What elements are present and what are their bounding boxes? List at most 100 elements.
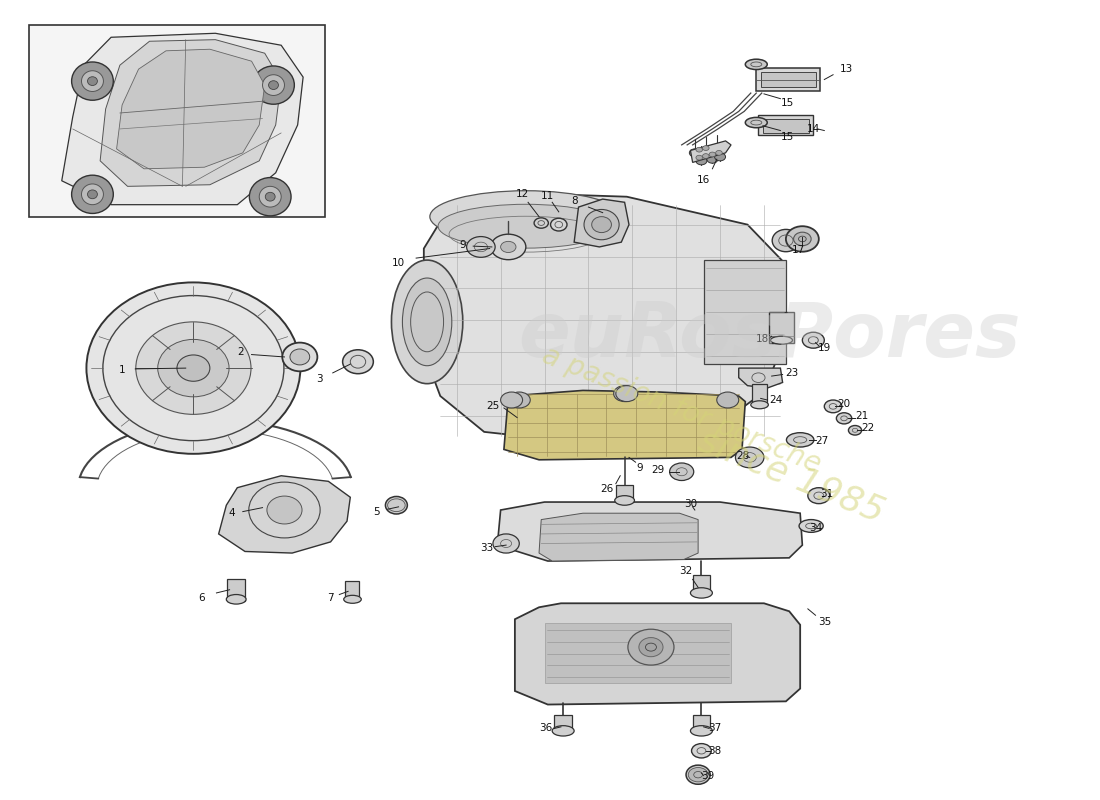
Ellipse shape: [692, 744, 712, 758]
Ellipse shape: [392, 260, 463, 384]
Circle shape: [696, 157, 707, 165]
Polygon shape: [219, 476, 350, 553]
Bar: [616, 485, 634, 502]
Ellipse shape: [81, 70, 103, 91]
Bar: [761, 71, 815, 87]
Ellipse shape: [430, 190, 622, 242]
Ellipse shape: [88, 190, 98, 198]
Bar: [228, 578, 245, 601]
Ellipse shape: [786, 433, 814, 447]
Text: 28: 28: [737, 451, 750, 461]
Circle shape: [690, 149, 701, 157]
Ellipse shape: [72, 62, 113, 100]
Bar: [763, 118, 808, 133]
Ellipse shape: [772, 230, 800, 252]
Ellipse shape: [87, 282, 300, 454]
Circle shape: [491, 234, 526, 260]
Text: 11: 11: [541, 191, 554, 201]
Text: 35: 35: [817, 617, 830, 626]
Ellipse shape: [250, 178, 292, 216]
Ellipse shape: [403, 278, 452, 366]
Ellipse shape: [836, 413, 851, 424]
Text: 15: 15: [780, 98, 793, 109]
Text: 23: 23: [784, 368, 798, 378]
Circle shape: [696, 147, 703, 152]
Bar: [693, 715, 711, 733]
Ellipse shape: [342, 350, 373, 374]
Ellipse shape: [824, 400, 842, 413]
Ellipse shape: [785, 226, 818, 252]
Text: 8: 8: [571, 196, 578, 206]
Ellipse shape: [385, 497, 407, 514]
Ellipse shape: [268, 81, 278, 90]
Ellipse shape: [691, 588, 713, 598]
Ellipse shape: [751, 401, 768, 409]
Ellipse shape: [81, 184, 103, 205]
Text: 31: 31: [820, 489, 833, 499]
Ellipse shape: [253, 66, 295, 104]
Ellipse shape: [615, 496, 635, 506]
Text: 22: 22: [861, 423, 875, 433]
Ellipse shape: [283, 342, 318, 371]
Polygon shape: [515, 603, 800, 705]
Circle shape: [707, 155, 718, 163]
Circle shape: [716, 150, 723, 155]
Text: 39: 39: [702, 771, 715, 782]
Ellipse shape: [177, 355, 210, 382]
Ellipse shape: [628, 630, 674, 665]
Circle shape: [466, 237, 495, 258]
Text: 3: 3: [317, 374, 323, 384]
Ellipse shape: [770, 336, 792, 344]
Circle shape: [493, 534, 519, 553]
Text: 16: 16: [697, 175, 711, 185]
Text: 20: 20: [837, 399, 850, 409]
Text: 6: 6: [198, 593, 205, 602]
Polygon shape: [117, 50, 265, 169]
Ellipse shape: [72, 175, 113, 214]
Polygon shape: [100, 40, 282, 186]
Ellipse shape: [227, 594, 246, 604]
Polygon shape: [424, 193, 785, 444]
Polygon shape: [504, 390, 746, 460]
Ellipse shape: [793, 232, 811, 246]
Text: 9: 9: [637, 462, 644, 473]
Circle shape: [614, 386, 636, 402]
Ellipse shape: [639, 638, 663, 657]
Circle shape: [736, 447, 764, 468]
Ellipse shape: [263, 74, 285, 95]
Text: 13: 13: [839, 64, 853, 74]
Circle shape: [500, 392, 522, 408]
Ellipse shape: [550, 218, 566, 231]
Bar: [752, 384, 768, 406]
Text: 7: 7: [327, 593, 334, 602]
Circle shape: [616, 386, 638, 402]
Text: 25: 25: [486, 402, 499, 411]
Text: 1: 1: [119, 365, 125, 374]
Text: since 1985: since 1985: [693, 423, 889, 529]
Text: 36: 36: [539, 723, 552, 734]
Circle shape: [717, 392, 739, 408]
Bar: [704, 261, 785, 364]
Text: 24: 24: [769, 395, 783, 405]
Text: 32: 32: [680, 566, 693, 576]
Polygon shape: [539, 514, 698, 561]
Text: 15: 15: [780, 132, 793, 142]
Ellipse shape: [88, 77, 98, 86]
Polygon shape: [62, 34, 304, 205]
Text: 38: 38: [708, 746, 722, 756]
Text: 37: 37: [708, 723, 722, 734]
Ellipse shape: [802, 332, 824, 348]
Bar: [769, 312, 793, 342]
Ellipse shape: [746, 118, 767, 128]
Circle shape: [670, 463, 694, 481]
Ellipse shape: [848, 426, 861, 435]
Ellipse shape: [260, 186, 282, 207]
Text: 27: 27: [815, 437, 828, 446]
Circle shape: [696, 155, 703, 160]
Bar: [544, 623, 732, 683]
Ellipse shape: [746, 59, 767, 70]
Text: 9: 9: [459, 239, 465, 250]
Text: 17: 17: [791, 245, 804, 255]
Ellipse shape: [157, 339, 229, 397]
Bar: [757, 68, 820, 90]
